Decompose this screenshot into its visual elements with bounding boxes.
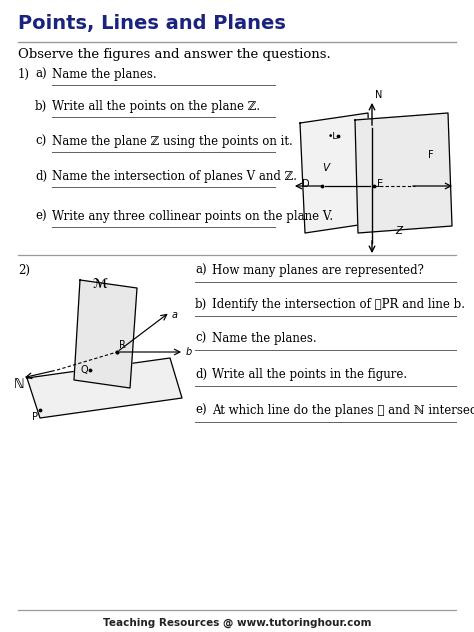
Text: Z: Z <box>395 226 402 236</box>
Text: e): e) <box>35 210 46 223</box>
Text: ℕ: ℕ <box>13 379 24 391</box>
Text: 2): 2) <box>18 264 30 277</box>
Text: How many planes are represented?: How many planes are represented? <box>212 264 424 277</box>
Text: At which line do the planes ℳ and ℕ intersect?: At which line do the planes ℳ and ℕ inte… <box>212 404 474 417</box>
Text: a): a) <box>195 264 207 277</box>
Text: N: N <box>375 90 383 100</box>
Polygon shape <box>300 113 372 233</box>
Text: Points, Lines and Planes: Points, Lines and Planes <box>18 14 286 33</box>
Text: c): c) <box>35 135 46 148</box>
Text: E: E <box>377 179 383 189</box>
Text: Name the planes.: Name the planes. <box>52 68 156 81</box>
Text: Name the plane ℤ using the points on it.: Name the plane ℤ using the points on it. <box>52 135 293 148</box>
Text: Identify the intersection of ⃗PR and line b.: Identify the intersection of ⃗PR and lin… <box>212 298 465 311</box>
Text: Name the intersection of planes V and ℤ.: Name the intersection of planes V and ℤ. <box>52 170 297 183</box>
Text: Write all the points on the plane ℤ.: Write all the points on the plane ℤ. <box>52 100 260 113</box>
Polygon shape <box>74 280 137 388</box>
Text: Name the planes.: Name the planes. <box>212 332 317 345</box>
Text: d): d) <box>35 170 47 183</box>
Text: •L: •L <box>328 132 338 141</box>
Text: a): a) <box>35 68 46 81</box>
Polygon shape <box>27 358 182 418</box>
Text: b: b <box>186 347 192 357</box>
Text: V: V <box>322 163 329 173</box>
Text: R: R <box>119 340 126 350</box>
Text: F: F <box>428 150 434 160</box>
Text: Write all the points in the figure.: Write all the points in the figure. <box>212 368 407 381</box>
Text: Q: Q <box>81 365 88 375</box>
Text: b): b) <box>35 100 47 113</box>
Text: Write any three collinear points on the plane V.: Write any three collinear points on the … <box>52 210 333 223</box>
Text: Observe the figures and answer the questions.: Observe the figures and answer the quest… <box>18 48 331 61</box>
Text: a: a <box>172 310 178 320</box>
Text: D: D <box>302 179 310 189</box>
Text: 1): 1) <box>18 68 30 81</box>
Text: b): b) <box>195 298 207 311</box>
Text: P: P <box>32 412 38 422</box>
Polygon shape <box>355 113 452 233</box>
Text: e): e) <box>195 404 207 417</box>
Text: ℳ: ℳ <box>92 278 108 291</box>
Text: Teaching Resources @ www.tutoringhour.com: Teaching Resources @ www.tutoringhour.co… <box>103 618 371 628</box>
Text: d): d) <box>195 368 207 381</box>
Text: c): c) <box>195 332 206 345</box>
